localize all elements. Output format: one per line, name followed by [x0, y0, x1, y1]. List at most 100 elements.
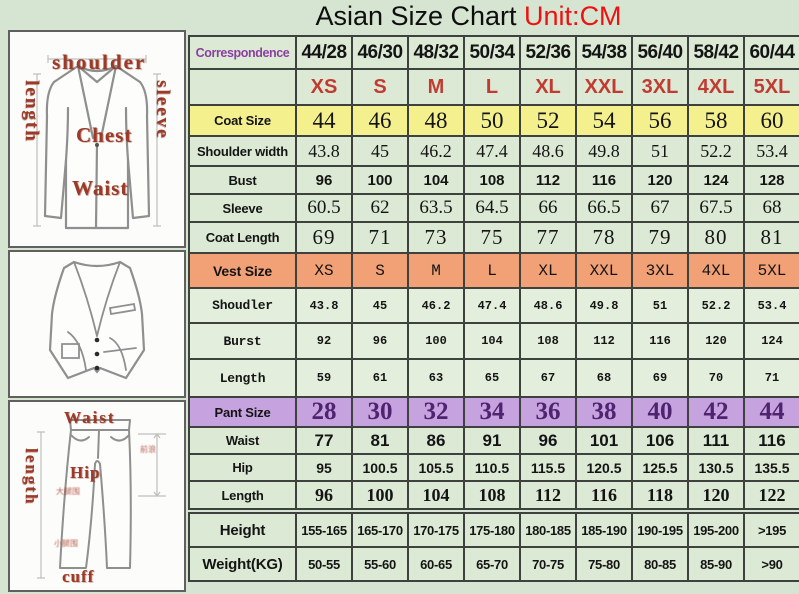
cell-coat-size-7: 58: [687, 104, 745, 137]
cell-size-letters-3: L: [463, 68, 521, 106]
cell-height-8: >195: [743, 512, 799, 548]
cell-pant-size-8: 44: [743, 396, 799, 428]
cell-sleeve-1: 62: [351, 193, 409, 223]
cell-sleeve-0: 60.5: [295, 193, 353, 223]
cell-hip-4: 115.5: [519, 453, 577, 482]
cell-vest-size-8: 5XL: [743, 252, 799, 289]
cell-bust-7: 124: [687, 165, 745, 195]
cell-vest-size-1: S: [351, 252, 409, 289]
cell-coat-size-8: 60: [743, 104, 799, 137]
cell-height-0: 155-165: [295, 512, 353, 548]
cell-vest-size-3: L: [463, 252, 521, 289]
cell-vest-length-3: 65: [463, 358, 521, 398]
table-row-vest-bust: Burst 92 96 100 104 108 112 116 120 124: [188, 322, 799, 360]
cell-correspondence-6: 56/40: [631, 35, 689, 70]
row-label-correspondence: Correspondence: [188, 35, 297, 70]
cell-hip-6: 125.5: [631, 453, 689, 482]
cell-bust-0: 96: [295, 165, 353, 195]
row-label-shoulder: Shoulder width: [188, 135, 297, 167]
table-row-bust: Bust 96 100 104 108 112 116 120 124 128: [188, 165, 799, 195]
cell-waist-5: 101: [575, 426, 633, 455]
pants-waist-label: Waist: [64, 408, 116, 427]
table-row-shoulder: Shoulder width 43.8 45 46.2 47.4 48.6 49.8 51 52…: [188, 135, 799, 167]
row-label-pant-length: Length: [188, 480, 297, 510]
cell-height-6: 190-195: [631, 512, 689, 548]
cell-vest-shoulder-2: 46.2: [407, 287, 465, 324]
cell-waist-2: 86: [407, 426, 465, 455]
cell-shoulder-1: 45: [351, 135, 409, 167]
row-label-hip: Hip: [188, 453, 297, 482]
pants-front-rise-cn-label: 前浪: [140, 445, 156, 454]
jacket-waist-label: Waist: [72, 176, 129, 200]
cell-coat-size-6: 56: [631, 104, 689, 137]
cell-size-letters-2: M: [407, 68, 465, 106]
pants-cuff-label: cuff: [62, 567, 95, 586]
row-label-bust: Bust: [188, 165, 297, 195]
size-table-body: Height 155-165 165-170 170-175 175-180 180-18…: [188, 512, 799, 582]
cell-vest-length-0: 59: [295, 358, 353, 398]
cell-pant-length-1: 100: [351, 480, 409, 510]
jacket-drawing-icon: [33, 55, 161, 230]
cell-shoulder-6: 51: [631, 135, 689, 167]
cell-coat-length-1: 71: [351, 221, 409, 254]
cell-coat-size-0: 44: [295, 104, 353, 137]
table-row-coat-length: Coat Length 69 71 73 75 77 78 79 80 81: [188, 221, 799, 254]
cell-bust-8: 128: [743, 165, 799, 195]
cell-size-letters-5: XXL: [575, 68, 633, 106]
cell-weight-6: 80-85: [631, 546, 689, 582]
cell-vest-shoulder-4: 48.6: [519, 287, 577, 324]
cell-vest-size-4: XL: [519, 252, 577, 289]
pants-hip-label: Hip: [70, 463, 101, 482]
size-table-main: Correspondence 44/28 46/30 48/32 50/34 52/36 5…: [188, 35, 799, 510]
cell-height-2: 170-175: [407, 512, 465, 548]
cell-height-3: 175-180: [463, 512, 521, 548]
cell-height-4: 180-185: [519, 512, 577, 548]
table-row-coat-size: Coat Size 44 46 48 50 52 54 56 58 60: [188, 104, 799, 137]
cell-waist-0: 77: [295, 426, 353, 455]
pants-calf-cn-label: 小腿围: [54, 539, 78, 548]
cell-bust-6: 120: [631, 165, 689, 195]
cell-coat-length-3: 75: [463, 221, 521, 254]
cell-pant-size-3: 34: [463, 396, 521, 428]
table-row-size-letters: XS S M L XL XXL 3XL 4XL 5XL: [188, 68, 799, 106]
cell-bust-4: 112: [519, 165, 577, 195]
cell-vest-bust-4: 108: [519, 322, 577, 360]
cell-hip-8: 135.5: [743, 453, 799, 482]
cell-correspondence-0: 44/28: [295, 35, 353, 70]
row-label-sleeve: Sleeve: [188, 193, 297, 223]
cell-bust-2: 104: [407, 165, 465, 195]
cell-weight-5: 75-80: [575, 546, 633, 582]
cell-vest-bust-0: 92: [295, 322, 353, 360]
cell-vest-length-8: 71: [743, 358, 799, 398]
cell-coat-size-2: 48: [407, 104, 465, 137]
cell-shoulder-8: 53.4: [743, 135, 799, 167]
row-label-coat-size: Coat Size: [188, 104, 297, 137]
row-label-vest-bust: Burst: [188, 322, 297, 360]
cell-size-letters-8: 5XL: [743, 68, 799, 106]
cell-pant-length-8: 122: [743, 480, 799, 510]
jacket-shoulder-label: shoulder: [52, 50, 147, 74]
cell-vest-bust-8: 124: [743, 322, 799, 360]
cell-hip-1: 100.5: [351, 453, 409, 482]
cell-shoulder-7: 52.2: [687, 135, 745, 167]
cell-coat-length-6: 79: [631, 221, 689, 254]
cell-waist-6: 106: [631, 426, 689, 455]
cell-pant-size-7: 42: [687, 396, 745, 428]
cell-hip-7: 130.5: [687, 453, 745, 482]
table-row-sleeve: Sleeve 60.5 62 63.5 64.5 66 66.5 67 67.5 68: [188, 193, 799, 223]
row-label-size-letters: [188, 68, 297, 106]
cell-vest-length-4: 67: [519, 358, 577, 398]
cell-pant-length-3: 108: [463, 480, 521, 510]
cell-weight-7: 85-90: [687, 546, 745, 582]
cell-coat-length-0: 69: [295, 221, 353, 254]
cell-vest-length-7: 70: [687, 358, 745, 398]
cell-pant-size-4: 36: [519, 396, 577, 428]
cell-hip-0: 95: [295, 453, 353, 482]
cell-vest-size-5: XXL: [575, 252, 633, 289]
pants-thigh-cn-label: 大腿围: [56, 487, 80, 496]
cell-waist-7: 111: [687, 426, 745, 455]
row-label-vest-size: Vest Size: [188, 252, 297, 289]
cell-pant-size-1: 30: [351, 396, 409, 428]
jacket-chest-label: Chest: [76, 123, 133, 147]
